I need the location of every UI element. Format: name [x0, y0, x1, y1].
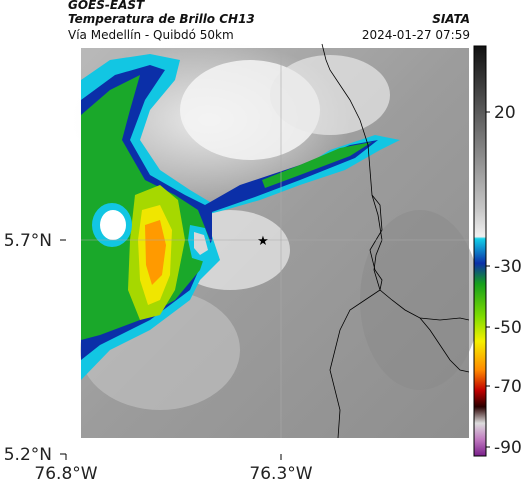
lat-tick-label: 5.2°N: [4, 445, 52, 465]
agency-label: SIATA: [432, 12, 470, 26]
satellite-name: GOES-EAST: [68, 0, 145, 12]
lat-tick-label: 5.7°N: [4, 231, 52, 251]
border-lines: [321, 43, 470, 439]
product-label: Temperatura de Brillo CH13: [68, 12, 255, 26]
colorbar-tick-label: -70: [494, 377, 522, 397]
colorbar-tick-label: -30: [494, 257, 522, 277]
lon-tick-label: 76.3°W: [249, 464, 312, 484]
lon-tick-label: 76.8°W: [34, 464, 97, 484]
colorbar-ticks: [486, 111, 490, 448]
storm-cloud: [81, 54, 400, 380]
product-title: Temperatura de Brillo CH13 SIATA: [68, 12, 470, 26]
subtitle-row: Vía Medellín - Quibdó 50km 2024-01-27 07…: [68, 28, 470, 42]
route-label: Vía Medellín - Quibdó 50km: [68, 28, 234, 42]
star-icon: ★: [257, 234, 269, 249]
colorbar-tick-label: 20: [494, 103, 516, 123]
colorbar: [473, 45, 487, 457]
colorbar-tick-label: -50: [494, 318, 522, 338]
datetime-label: 2024-01-27 07:59: [361, 28, 470, 42]
colorbar-tick-label: -90: [494, 438, 522, 458]
